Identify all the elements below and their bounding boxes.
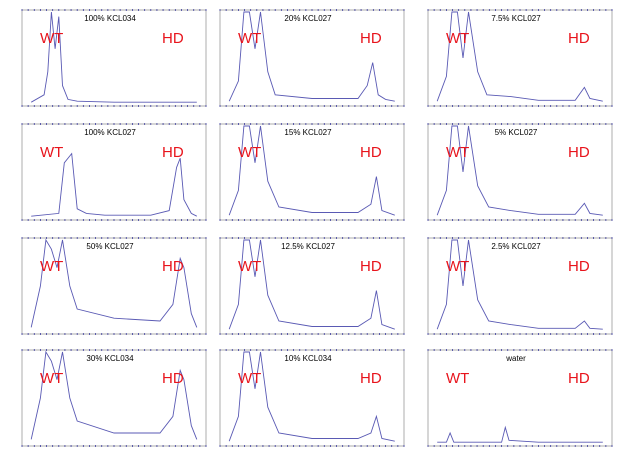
plot-frame bbox=[427, 9, 613, 107]
plot-frame bbox=[219, 123, 405, 221]
series-line bbox=[30, 350, 198, 440]
panel-title: 50% KCL027 bbox=[86, 242, 134, 251]
chart-plot bbox=[427, 349, 613, 447]
wt-label: WT bbox=[446, 370, 470, 387]
hd-label: HD bbox=[568, 30, 590, 47]
hd-label: HD bbox=[360, 258, 382, 275]
series-line bbox=[30, 238, 198, 328]
panel-title: 30% KCL034 bbox=[86, 354, 134, 363]
plot-frame bbox=[21, 123, 207, 221]
chart-plot bbox=[21, 9, 207, 107]
wt-label: WT bbox=[446, 144, 470, 161]
chart-panel: 12.5% KCL027 WT HD bbox=[210, 234, 406, 344]
wt-label: WT bbox=[446, 30, 470, 47]
plot-frame bbox=[427, 349, 613, 447]
chart-plot bbox=[219, 349, 405, 447]
series-line bbox=[30, 11, 197, 103]
chart-plot bbox=[21, 349, 207, 447]
wt-label: WT bbox=[238, 30, 262, 47]
series-line bbox=[436, 125, 603, 216]
chart-plot bbox=[219, 9, 405, 107]
hd-label: HD bbox=[162, 370, 184, 387]
panel-title: 100% KCL034 bbox=[84, 14, 136, 23]
plot-frame bbox=[21, 349, 207, 447]
series-line bbox=[228, 11, 395, 102]
hd-label: HD bbox=[162, 144, 184, 161]
series-line bbox=[436, 11, 603, 102]
wt-label: WT bbox=[40, 30, 64, 47]
plot-frame bbox=[219, 9, 405, 107]
series-line bbox=[437, 425, 603, 443]
wt-label: WT bbox=[238, 258, 262, 275]
hd-label: HD bbox=[360, 144, 382, 161]
chart-plot bbox=[219, 237, 405, 335]
chart-plot bbox=[21, 123, 207, 221]
hd-label: HD bbox=[360, 30, 382, 47]
plot-frame bbox=[21, 9, 207, 107]
plot-frame bbox=[427, 123, 613, 221]
panel-title: 2.5% KCL027 bbox=[491, 242, 541, 251]
wt-label: WT bbox=[40, 370, 64, 387]
chart-panel: 15% KCL027 WT HD bbox=[210, 120, 406, 230]
panel-title: water bbox=[506, 354, 526, 363]
hd-label: HD bbox=[360, 370, 382, 387]
plot-frame bbox=[21, 237, 207, 335]
chart-panel: 10% KCL034 WT HD bbox=[210, 346, 406, 456]
chart-panel: 20% KCL027 WT HD bbox=[210, 6, 406, 116]
panel-title: 12.5% KCL027 bbox=[281, 242, 335, 251]
wt-label: WT bbox=[238, 144, 262, 161]
panel-title: 7.5% KCL027 bbox=[491, 14, 541, 23]
panel-title: 20% KCL027 bbox=[284, 14, 332, 23]
hd-label: HD bbox=[162, 258, 184, 275]
chart-plot bbox=[427, 9, 613, 107]
plot-frame bbox=[427, 237, 613, 335]
panel-title: 15% KCL027 bbox=[284, 128, 332, 137]
chart-plot bbox=[427, 123, 613, 221]
chart-panel: 30% KCL034 WT HD bbox=[12, 346, 208, 456]
panel-title: 100% KCL027 bbox=[84, 128, 136, 137]
wt-label: WT bbox=[446, 258, 470, 275]
chart-panel: water WT HD bbox=[418, 346, 614, 456]
chart-panel: 5% KCL027 WT HD bbox=[418, 120, 614, 230]
chart-plot bbox=[219, 123, 405, 221]
panel-title: 5% KCL027 bbox=[494, 128, 538, 137]
wt-label: WT bbox=[40, 258, 64, 275]
series-line bbox=[228, 125, 395, 216]
hd-label: HD bbox=[568, 144, 590, 161]
plot-frame bbox=[219, 237, 405, 335]
series-line bbox=[228, 351, 395, 442]
chart-panel: 100% KCL034 WT HD bbox=[12, 6, 208, 116]
plot-frame bbox=[219, 349, 405, 447]
hd-label: HD bbox=[568, 370, 590, 387]
chart-panel: 100% KCL027 WT HD bbox=[12, 120, 208, 230]
series-line bbox=[436, 239, 603, 330]
wt-label: WT bbox=[40, 144, 64, 161]
wt-label: WT bbox=[238, 370, 262, 387]
chart-panel: 50% KCL027 WT HD bbox=[12, 234, 208, 344]
series-line bbox=[228, 239, 395, 330]
hd-label: HD bbox=[568, 258, 590, 275]
panel-title: 10% KCL034 bbox=[284, 354, 332, 363]
hd-label: HD bbox=[162, 30, 184, 47]
chart-panel: 7.5% KCL027 WT HD bbox=[418, 6, 614, 116]
chart-panel: 2.5% KCL027 WT HD bbox=[418, 234, 614, 344]
series-line bbox=[31, 152, 198, 217]
chart-plot bbox=[427, 237, 613, 335]
chart-plot bbox=[21, 237, 207, 335]
